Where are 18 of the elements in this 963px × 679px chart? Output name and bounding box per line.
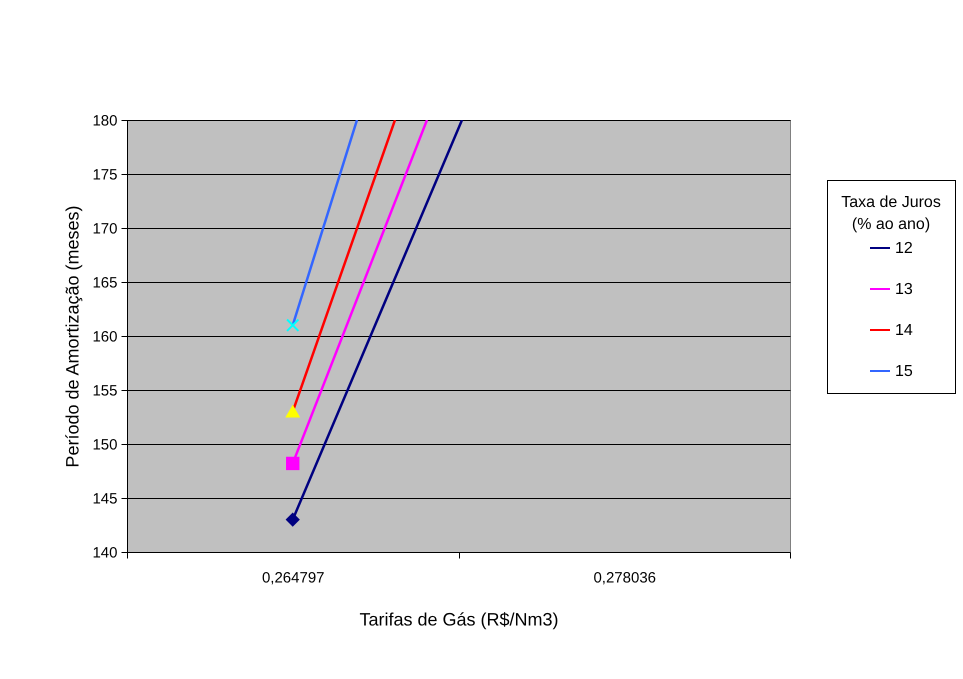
y-tick-label: 145 (92, 490, 118, 508)
y-tick-label: 175 (92, 166, 118, 184)
y-tick-label: 140 (92, 544, 118, 562)
legend-title: Taxa de Juros (% ao ano) (841, 194, 941, 233)
y-tick-label: 180 (92, 112, 118, 130)
legend-label: 13 (895, 281, 913, 298)
x-tick-label: 0,278036 (593, 570, 656, 586)
x-tick-label: 0,264797 (262, 570, 325, 586)
y-tick-label: 170 (92, 220, 118, 238)
legend-label: 12 (895, 240, 913, 257)
legend-label: 14 (895, 322, 913, 339)
legend-label: 15 (895, 363, 913, 380)
y-axis-title: Período de Amortização (meses) (62, 205, 82, 468)
y-tick-label: 155 (92, 382, 118, 400)
y-tick-label: 160 (92, 328, 118, 346)
y-tick-label: 165 (92, 274, 118, 292)
x-axis-title: Tarifas de Gás (R$/Nm3) (359, 610, 559, 630)
y-tick-label: 150 (92, 436, 118, 454)
